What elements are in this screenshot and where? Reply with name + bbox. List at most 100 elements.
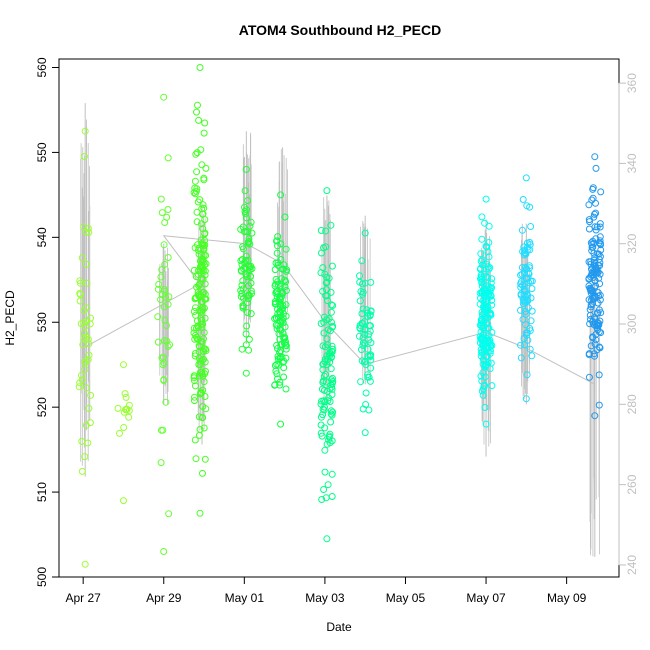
data-point: [528, 352, 536, 360]
data-point: [244, 295, 252, 303]
data-point: [201, 119, 209, 127]
data-point: [202, 260, 210, 268]
data-point: [193, 108, 200, 116]
data-point: [596, 223, 604, 231]
data-point: [193, 283, 201, 291]
data-point: [327, 301, 335, 309]
data-point: [526, 238, 534, 246]
data-point: [319, 377, 327, 385]
data-point: [192, 150, 200, 158]
data-point: [324, 397, 332, 405]
data-point: [120, 361, 127, 369]
data-point: [325, 315, 333, 323]
data-point: [596, 259, 604, 266]
data-point: [318, 432, 326, 440]
data-point: [479, 261, 487, 269]
data-point: [485, 338, 493, 346]
data-point: [280, 334, 288, 342]
data-point: [367, 364, 375, 372]
data-point: [196, 293, 204, 301]
data-point: [278, 293, 285, 301]
data-point: [361, 339, 369, 347]
data-point: [328, 353, 335, 361]
data-point: [477, 250, 485, 258]
point-cluster-7: [355, 229, 375, 437]
data-point: [282, 245, 290, 253]
x-tick-label: May 09: [547, 591, 587, 605]
data-point: [193, 208, 201, 216]
data-point: [328, 411, 336, 419]
data-point: [592, 199, 599, 207]
data-point: [237, 293, 245, 301]
data-point: [595, 371, 603, 379]
data-point: [319, 287, 327, 295]
data-point: [367, 307, 375, 315]
x-tick-label: May 05: [386, 591, 426, 605]
data-point: [278, 275, 286, 283]
data-point: [87, 391, 95, 399]
y2-tick-label: 300: [625, 314, 639, 334]
data-point: [526, 264, 534, 272]
data-point: [523, 371, 531, 379]
data-point: [588, 296, 595, 304]
data-point: [86, 419, 94, 427]
data-point: [246, 263, 254, 271]
data-point: [328, 385, 336, 393]
data-point: [80, 153, 88, 160]
data-point: [521, 341, 529, 349]
data-point: [122, 406, 129, 414]
data-point: [361, 229, 369, 237]
data-point: [237, 257, 245, 265]
data-point: [275, 330, 283, 338]
data-point: [486, 365, 494, 373]
data-point: [164, 206, 172, 213]
data-point: [328, 347, 336, 355]
data-point: [367, 278, 375, 286]
data-point: [317, 320, 325, 327]
data-point: [191, 436, 199, 444]
data-point: [521, 308, 529, 315]
data-point: [199, 225, 207, 233]
data-point: [239, 223, 247, 231]
data-point: [281, 323, 289, 331]
data-point: [193, 168, 201, 176]
data-point: [272, 314, 280, 322]
data-point: [325, 394, 333, 402]
y2-tick-label: 320: [625, 233, 639, 253]
data-point: [195, 116, 203, 124]
data-point: [328, 262, 336, 270]
data-point: [484, 338, 492, 346]
data-point: [362, 389, 370, 397]
data-point: [321, 424, 329, 432]
data-point: [585, 282, 593, 290]
secondary-series: [80, 103, 600, 557]
data-point: [274, 233, 282, 241]
data-point: [327, 365, 335, 373]
data-point: [192, 304, 199, 312]
data-point: [488, 301, 496, 309]
data-point: [479, 324, 487, 332]
data-point: [201, 314, 209, 322]
data-point: [160, 548, 168, 555]
data-point: [78, 376, 86, 384]
data-point: [595, 255, 603, 263]
data-point: [192, 455, 200, 463]
data-point: [247, 273, 254, 281]
y-tick-label: 540: [35, 227, 49, 247]
data-point: [85, 404, 93, 412]
data-point: [319, 360, 327, 368]
data-point: [479, 391, 487, 399]
data-point: [355, 332, 363, 340]
data-point: [358, 257, 366, 265]
y2-tick-label: 340: [625, 153, 639, 173]
data-point: [158, 266, 166, 274]
data-point: [517, 280, 525, 288]
data-point: [273, 249, 281, 257]
data-point: [196, 263, 204, 271]
data-point: [356, 321, 364, 329]
data-point: [200, 424, 208, 432]
data-point: [239, 245, 247, 253]
data-point: [592, 336, 600, 344]
data-point: [81, 322, 89, 330]
data-point: [317, 227, 325, 234]
